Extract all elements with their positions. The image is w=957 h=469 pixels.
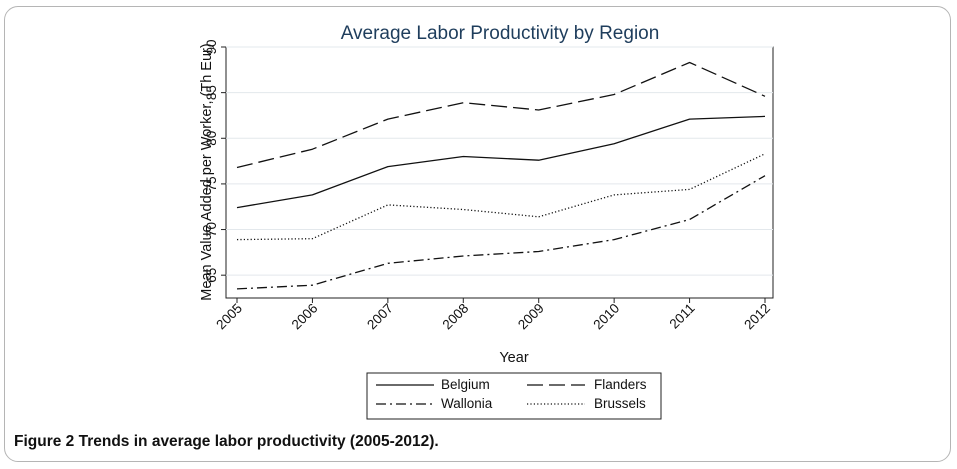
y-tick-label: 90 <box>204 39 219 54</box>
legend-label-brussels: Brussels <box>594 396 646 411</box>
x-tick-label: 2010 <box>590 301 622 333</box>
figure-caption: Figure 2 Trends in average labor product… <box>14 433 439 451</box>
y-tick-label: 70 <box>204 222 219 237</box>
x-axis-title: Year <box>499 350 528 366</box>
chart-title: Average Labor Productivity by Region <box>341 23 660 44</box>
x-axis: 2005 2006 2007 2008 2009 2010 2011 2012 <box>213 298 773 332</box>
legend: Belgium Flanders Wallonia Brussels <box>366 372 662 420</box>
series-line-belgium <box>236 115 766 209</box>
y-axis-title: Mean Value Added per Worker, (Th Eur) <box>199 43 215 300</box>
legend-box <box>366 372 662 420</box>
series-line-flanders <box>236 61 766 169</box>
legend-label-wallonia: Wallonia <box>441 396 493 411</box>
gridlines <box>226 46 773 276</box>
x-tick-label: 2011 <box>667 301 698 332</box>
x-tick-label: 2012 <box>741 301 773 333</box>
y-tick-label: 65 <box>204 268 219 283</box>
x-tick-label: 2007 <box>364 301 396 333</box>
caption-label: Figure 2 <box>14 433 75 450</box>
series-lines <box>236 61 766 290</box>
legend-label-belgium: Belgium <box>441 377 490 392</box>
caption-text: Trends in average labor productivity (20… <box>78 433 439 450</box>
y-tick-label: 75 <box>204 176 219 191</box>
x-tick-label: 2006 <box>289 301 321 333</box>
series-line-wallonia <box>236 175 766 290</box>
series-line-brussels <box>236 153 766 241</box>
legend-label-flanders: Flanders <box>594 377 647 392</box>
x-tick-label: 2008 <box>440 301 472 333</box>
x-tick-label: 2005 <box>213 301 245 333</box>
y-axis: 65 70 75 80 85 90 <box>204 39 226 283</box>
plot-area <box>225 46 774 299</box>
y-tick-label: 80 <box>204 131 219 146</box>
y-tick-label: 85 <box>204 85 219 100</box>
x-tick-label: 2009 <box>515 301 547 333</box>
